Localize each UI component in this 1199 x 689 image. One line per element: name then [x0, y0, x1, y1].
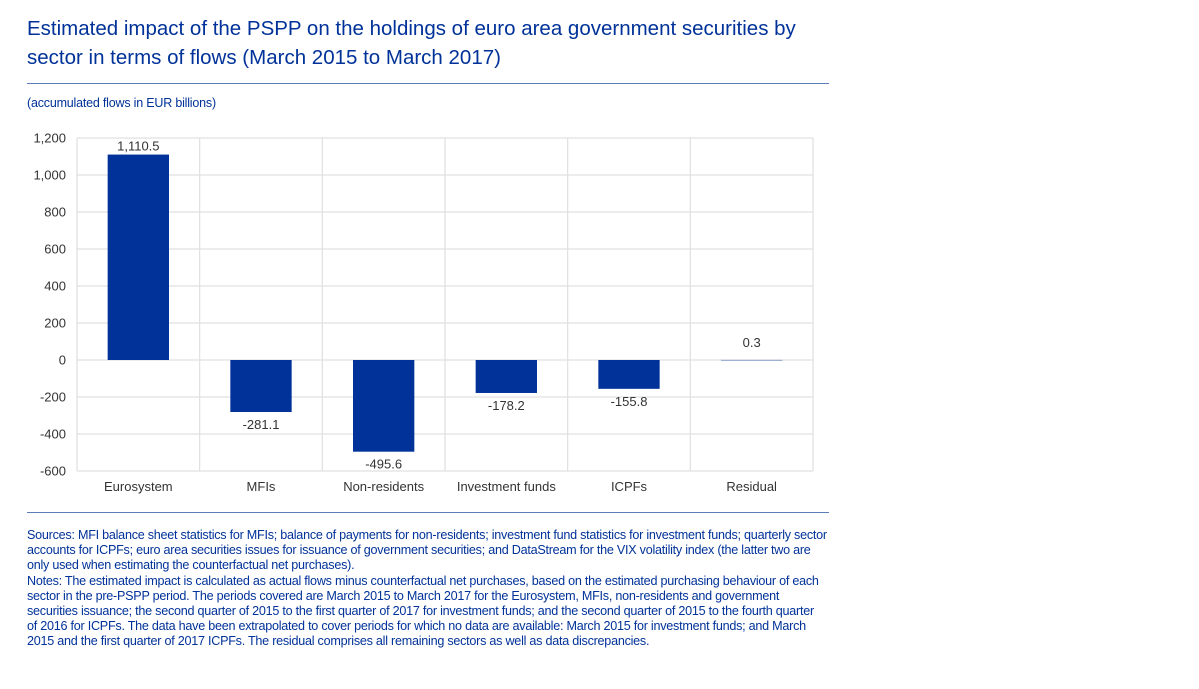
y-tick-label: -200	[40, 390, 66, 405]
bar-chart: -600 -400 -200 0 200 400 600 800 1,000 1,200 1,11…	[33, 131, 814, 494]
y-tick-label: 0	[59, 353, 66, 368]
data-label: -155.8	[611, 394, 648, 409]
bar-investment-funds	[475, 360, 537, 393]
y-tick-label: 600	[44, 242, 66, 257]
y-tick-label: 400	[44, 279, 66, 294]
x-axis-tick-labels: Eurosystem MFIs Non-residents Investment fu…	[104, 479, 777, 494]
data-label: 1,110.5	[117, 139, 159, 154]
x-tick-label: ICPFs	[611, 479, 648, 494]
y-tick-label: -600	[40, 464, 66, 479]
bars	[107, 154, 783, 452]
data-labels: 1,110.5 -281.1 -495.6 -178.2 -155.8 0.3	[117, 139, 761, 472]
data-label: -178.2	[488, 398, 525, 413]
y-tick-label: 800	[44, 205, 66, 220]
chart-title: Estimated impact of the PSPP on the hold…	[27, 17, 796, 69]
grid-lines	[76, 137, 814, 472]
bar-eurosystem	[107, 154, 169, 360]
x-tick-label: Residual	[726, 479, 777, 494]
x-tick-label: Non-residents	[343, 479, 424, 494]
data-label: -495.6	[365, 457, 402, 472]
x-tick-label: Investment funds	[457, 479, 556, 494]
x-tick-label: Eurosystem	[104, 479, 173, 494]
title-divider	[27, 83, 829, 84]
sources-text: Sources: MFI balance sheet statistics fo…	[27, 528, 827, 573]
bar-non-residents	[353, 360, 415, 452]
x-tick-label: MFIs	[247, 479, 276, 494]
data-label: -281.1	[243, 417, 280, 432]
footnotes: Sources: MFI balance sheet statistics fo…	[27, 528, 827, 650]
bar-icpfs	[598, 360, 660, 389]
y-axis-tick-labels: -600 -400 -200 0 200 400 600 800 1,000 1,200	[33, 131, 66, 479]
chart-subtitle: (accumulated flows in EUR billions)	[27, 96, 216, 110]
bar-mfis	[230, 360, 292, 413]
y-tick-label: -400	[40, 427, 66, 442]
y-tick-label: 1,000	[33, 168, 66, 183]
y-tick-label: 1,200	[33, 131, 66, 146]
data-label: 0.3	[743, 335, 761, 350]
notes-text: Notes: The estimated impact is calculate…	[27, 573, 819, 649]
footer-divider	[27, 512, 829, 513]
y-tick-label: 200	[44, 316, 66, 331]
